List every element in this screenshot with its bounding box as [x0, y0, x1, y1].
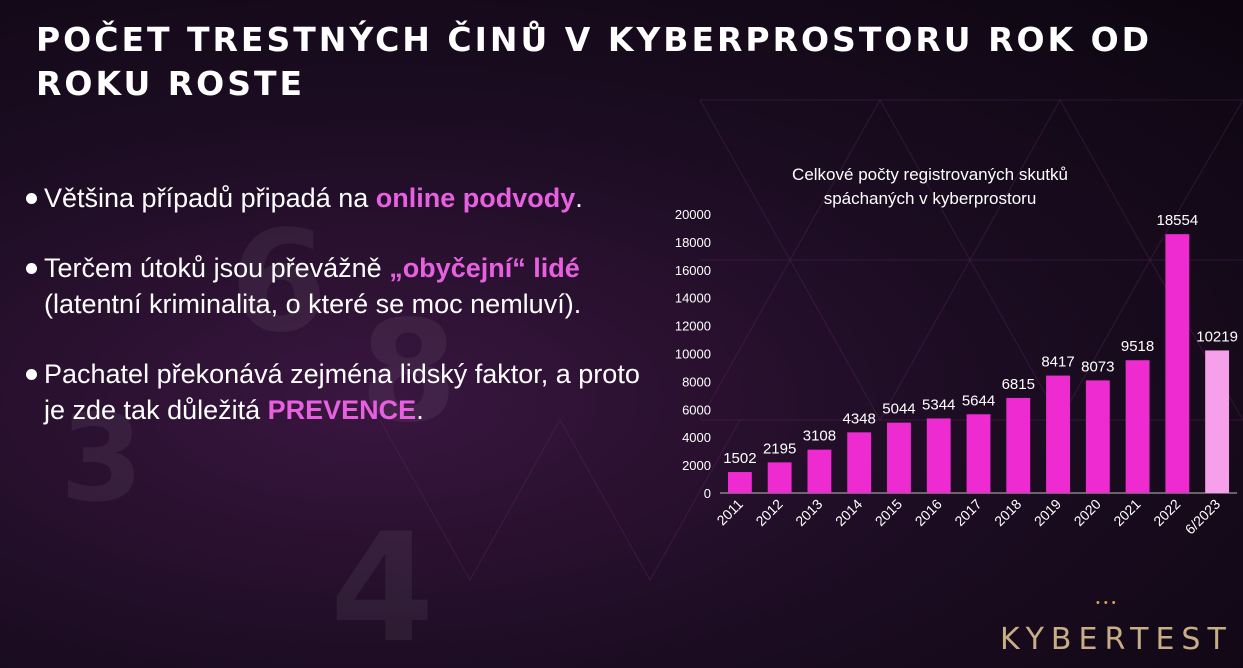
- bullet-dot-icon: [26, 263, 37, 274]
- bullet-list: Většina případů připadá na online podvod…: [24, 180, 644, 462]
- brand-dots: •••: [1096, 597, 1120, 609]
- chart: Celkové počty registrovaných skutků spách…: [660, 150, 1243, 560]
- bullet-text: Většina případů připadá na: [44, 183, 376, 213]
- bar: [727, 472, 752, 493]
- data-label: 8417: [1041, 354, 1074, 371]
- bar: [847, 432, 872, 493]
- x-tick-label: 2018: [991, 496, 1024, 529]
- x-tick-label: 2019: [1031, 496, 1064, 529]
- x-tick-label: 2013: [792, 496, 825, 529]
- data-label: 1502: [723, 450, 756, 467]
- x-tick-label: 2011: [713, 496, 746, 529]
- data-label: 6815: [1002, 376, 1035, 393]
- chart-title-line: spáchaných v kyberprostoru: [824, 189, 1037, 208]
- data-label: 5044: [882, 401, 915, 418]
- y-tick-label: 20000: [675, 207, 711, 222]
- bullet-item: Terčem útoků jsou převážně „obyčejní“ li…: [24, 250, 644, 322]
- x-tick-label: 2022: [1150, 496, 1183, 529]
- bullet-text: Pachatel překonává zejména lidský faktor…: [44, 359, 640, 425]
- highlighted-text: „obyčejní“ lidé: [389, 253, 580, 283]
- data-label: 3108: [803, 428, 836, 445]
- bar: [807, 449, 832, 493]
- bullet-text: .: [575, 183, 583, 213]
- brand-logo: KYBERTEST: [1000, 622, 1233, 657]
- chart-title-line: Celkové počty registrovaných skutků: [792, 165, 1068, 184]
- y-tick-label: 2000: [682, 458, 711, 473]
- bullet-item: Většina případů připadá na online podvod…: [24, 180, 644, 216]
- svg-text:4: 4: [330, 502, 434, 668]
- bullet-item: Pachatel překonává zejména lidský faktor…: [24, 356, 644, 428]
- highlighted-text: PREVENCE: [267, 395, 417, 425]
- data-label: 5644: [962, 392, 995, 409]
- bar: [1006, 397, 1031, 493]
- bullet-text: .: [416, 395, 424, 425]
- bullet-text: Terčem útoků jsou převážně: [44, 253, 390, 283]
- x-tick-label: 2014: [832, 496, 865, 529]
- y-tick-label: 4000: [682, 430, 711, 445]
- data-label: 18554: [1156, 212, 1198, 229]
- y-tick-label: 0: [704, 486, 711, 501]
- x-tick-label: 2020: [1071, 496, 1104, 529]
- slide-title: Počet trestných činů v kyberprostoru rok…: [36, 20, 1153, 103]
- x-tick-label: 2015: [872, 496, 905, 529]
- bar: [1046, 375, 1070, 493]
- y-tick-label: 16000: [675, 263, 711, 278]
- data-label: 10219: [1196, 328, 1238, 345]
- bar: [926, 418, 951, 493]
- x-tick-label: 2017: [951, 496, 984, 529]
- bullet-dot-icon: [26, 369, 37, 380]
- data-label: 5344: [922, 396, 955, 413]
- y-tick-label: 6000: [682, 402, 711, 417]
- bullet-text: (latentní kriminalita, o které se moc ne…: [44, 289, 582, 319]
- data-label: 4348: [843, 410, 876, 427]
- data-label: 9518: [1121, 338, 1154, 355]
- y-tick-label: 8000: [682, 374, 711, 389]
- x-tick-label: 6/2023: [1182, 496, 1224, 538]
- y-tick-label: 12000: [675, 319, 711, 334]
- x-tick-label: 2016: [912, 496, 945, 529]
- bar: [1205, 350, 1230, 493]
- y-tick-label: 18000: [675, 235, 711, 250]
- bar: [1085, 380, 1110, 493]
- data-label: 2195: [763, 440, 796, 457]
- x-tick-label: 2012: [752, 496, 785, 529]
- bar-chart: Celkové počty registrovaných skutků spách…: [675, 165, 1238, 538]
- bar: [1125, 360, 1150, 493]
- data-label: 8073: [1081, 358, 1114, 375]
- bar: [887, 422, 911, 493]
- y-tick-label: 14000: [675, 291, 711, 306]
- bullet-dot-icon: [26, 193, 37, 204]
- bar: [1165, 234, 1190, 493]
- bar: [966, 414, 991, 493]
- bar: [767, 462, 792, 493]
- y-tick-label: 10000: [675, 347, 711, 362]
- highlighted-text: online podvody: [375, 183, 576, 213]
- x-tick-label: 2021: [1110, 496, 1143, 529]
